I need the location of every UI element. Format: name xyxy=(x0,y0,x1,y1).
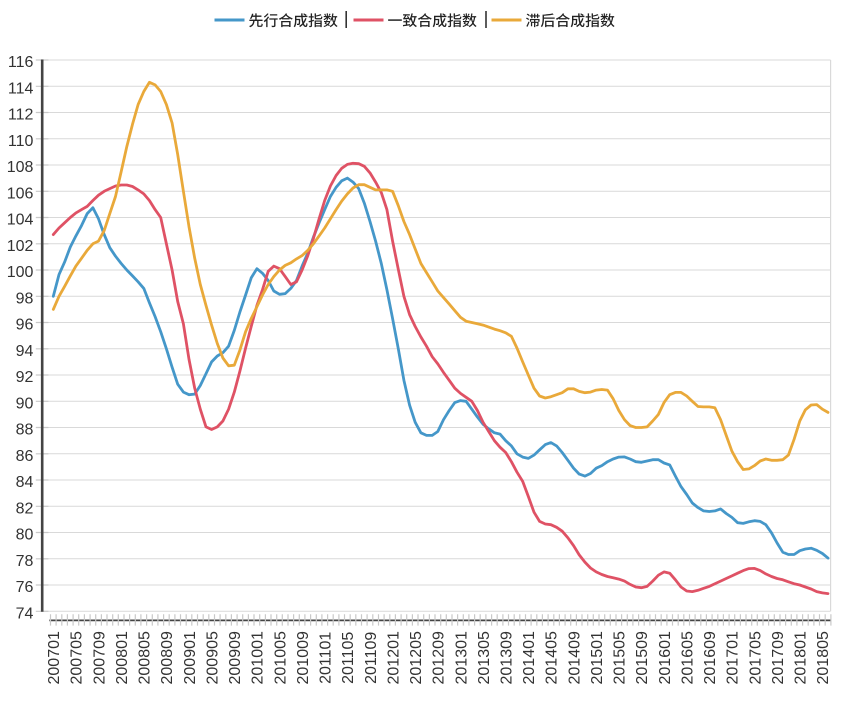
svg-text:112: 112 xyxy=(8,107,34,124)
svg-text:201601: 201601 xyxy=(657,631,674,684)
svg-text:201409: 201409 xyxy=(566,631,583,684)
svg-text:201201: 201201 xyxy=(385,631,402,684)
svg-text:200809: 200809 xyxy=(159,631,176,684)
svg-text:94: 94 xyxy=(16,343,34,360)
svg-text:92: 92 xyxy=(16,369,34,386)
svg-text:201309: 201309 xyxy=(499,631,516,684)
svg-text:74: 74 xyxy=(16,605,34,622)
svg-text:201209: 201209 xyxy=(431,631,448,684)
svg-text:86: 86 xyxy=(16,448,34,465)
svg-text:201305: 201305 xyxy=(476,631,493,684)
svg-text:201709: 201709 xyxy=(770,631,787,684)
svg-text:84: 84 xyxy=(16,474,34,491)
svg-text:200709: 200709 xyxy=(91,631,108,684)
svg-text:201501: 201501 xyxy=(589,631,606,684)
svg-text:201609: 201609 xyxy=(702,631,719,684)
svg-text:200801: 200801 xyxy=(114,631,131,684)
svg-text:201701: 201701 xyxy=(725,631,742,684)
svg-text:201405: 201405 xyxy=(544,631,561,684)
svg-text:88: 88 xyxy=(16,422,34,439)
svg-text:116: 116 xyxy=(8,54,34,71)
svg-text:80: 80 xyxy=(16,527,34,544)
svg-text:76: 76 xyxy=(16,579,34,596)
svg-text:200909: 200909 xyxy=(227,631,244,684)
svg-text:104: 104 xyxy=(7,212,34,229)
svg-text:200901: 200901 xyxy=(182,631,199,684)
svg-text:201301: 201301 xyxy=(453,631,470,684)
svg-text:201101: 201101 xyxy=(318,632,335,684)
svg-text:201105: 201105 xyxy=(340,632,357,684)
svg-text:201005: 201005 xyxy=(272,631,289,684)
svg-text:106: 106 xyxy=(7,185,34,202)
svg-text:200705: 200705 xyxy=(69,631,86,684)
svg-text:201109: 201109 xyxy=(363,632,380,684)
svg-text:201505: 201505 xyxy=(612,631,629,684)
svg-text:96: 96 xyxy=(16,317,34,334)
svg-text:201401: 201401 xyxy=(521,631,538,684)
svg-text:201801: 201801 xyxy=(793,631,810,684)
svg-text:201009: 201009 xyxy=(295,631,312,684)
svg-text:201001: 201001 xyxy=(250,631,267,684)
svg-text:201205: 201205 xyxy=(408,631,425,684)
svg-text:200701: 200701 xyxy=(46,631,63,684)
svg-text:114: 114 xyxy=(8,80,34,97)
svg-text:200805: 200805 xyxy=(137,631,154,684)
svg-text:201509: 201509 xyxy=(634,631,651,684)
svg-text:82: 82 xyxy=(16,500,34,517)
svg-text:201805: 201805 xyxy=(815,631,832,684)
svg-text:78: 78 xyxy=(16,553,34,570)
svg-text:110: 110 xyxy=(8,133,34,150)
svg-text:201705: 201705 xyxy=(747,631,764,684)
svg-text:200905: 200905 xyxy=(204,631,221,684)
svg-text:102: 102 xyxy=(7,238,34,255)
svg-text:98: 98 xyxy=(16,290,34,307)
svg-text:90: 90 xyxy=(16,395,34,412)
svg-text:108: 108 xyxy=(7,159,34,176)
svg-text:201605: 201605 xyxy=(680,631,697,684)
svg-text:100: 100 xyxy=(7,264,34,281)
